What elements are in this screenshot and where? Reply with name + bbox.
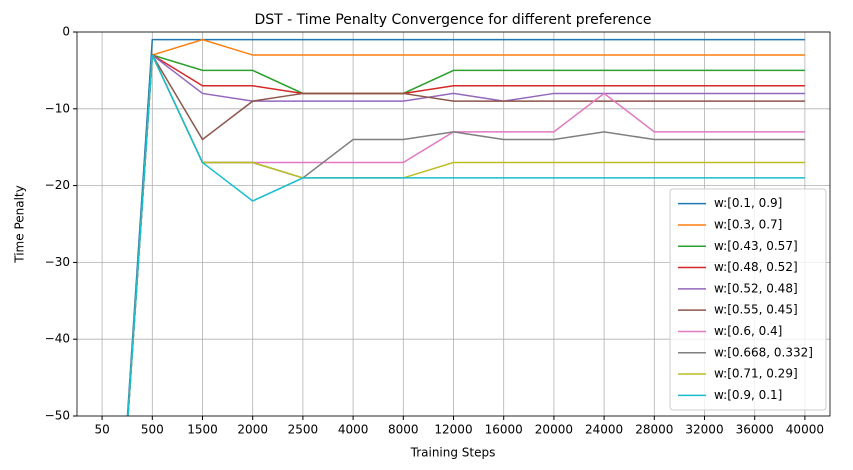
lines [126,38,805,416]
x-tick-label: 24000 [585,423,623,437]
x-tick-label: 2000 [237,423,268,437]
x-tick-label: 4000 [338,423,369,437]
x-tick-label: 12000 [434,423,472,437]
series-line [126,38,805,416]
x-tick-label: 8000 [388,423,419,437]
legend-label: w:[0.9, 0.1] [714,388,782,402]
y-axis-label: Time Penalty [13,185,27,263]
legend-label: w:[0.6, 0.4] [714,324,782,338]
legend-label: w:[0.668, 0.332] [714,345,813,359]
x-tick-label: 16000 [485,423,523,437]
x-tick-label: 1500 [187,423,218,437]
series-line [127,54,805,416]
series-line [127,53,805,416]
y-tick-label: −20 [45,178,70,192]
y-tick-label: 0 [62,25,70,39]
legend: w:[0.1, 0.9] w:[0.3, 0.7] w:[0.43, 0.57] w:… [669,188,827,411]
legend-label: w:[0.48, 0.52] [714,260,798,274]
legend-label: w:[0.71, 0.29] [714,367,798,381]
x-tick-label: 50 [94,423,109,437]
x-tick-label: 20000 [535,423,573,437]
x-axis-label: Training Steps [410,446,496,460]
legend-label: w:[0.43, 0.57] [714,239,798,253]
y-tick-label: −10 [45,101,70,115]
chart-title: DST - Time Penalty Convergence for diffe… [254,12,651,28]
legend-label: w:[0.52, 0.48] [714,281,798,295]
legend-label: w:[0.1, 0.9] [714,196,782,210]
x-tick-label: 36000 [736,423,774,437]
series-line [127,54,805,416]
y-tick-label: −30 [45,255,70,269]
legend-label: w:[0.55, 0.45] [714,303,798,317]
y-tick-label: −40 [45,332,70,346]
series-line [127,53,805,416]
series-line [127,52,805,416]
series-line [127,38,805,416]
x-tick-label: 28000 [635,423,673,437]
series-line [127,54,805,416]
x-tick-label: 32000 [685,423,723,437]
x-tick-label: 500 [141,423,164,437]
x-tick-label: 2500 [288,423,319,437]
x-tick-label: 40000 [786,423,824,437]
legend-label: w:[0.3, 0.7] [714,217,782,231]
y-tick-label: −50 [45,409,70,423]
legend-box [669,188,827,411]
